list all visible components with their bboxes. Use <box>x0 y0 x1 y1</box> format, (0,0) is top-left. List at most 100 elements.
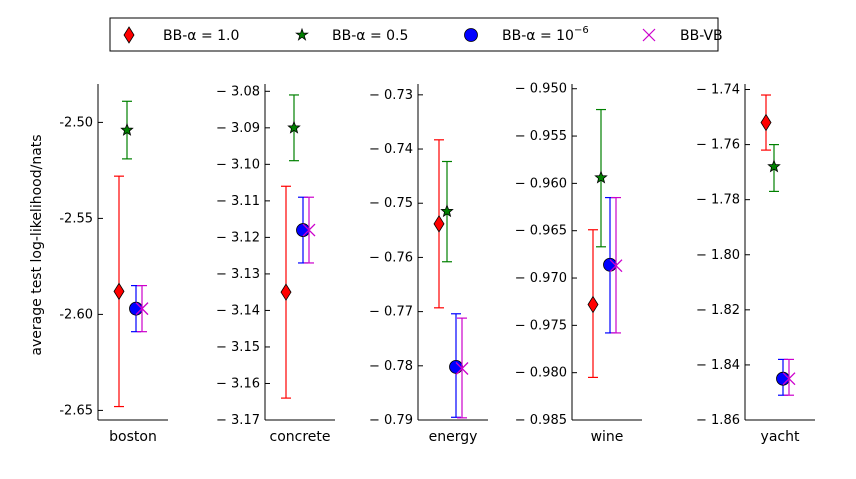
legend-entry-bb-alpha-1: BB-α = 1.0 <box>123 26 239 44</box>
x-stroke <box>302 223 316 237</box>
legend-label: BB-α = 1.0 <box>163 28 239 44</box>
panel-concrete: − 3.08 − 3.09 − 3.10 − 3.11 − 3.12 − 3.13 − 3.… <box>216 84 335 445</box>
y-tick-label: − 0.975 <box>515 318 567 333</box>
x-stroke <box>609 259 623 273</box>
panel-energy: − 0.73 − 0.74 − 0.75 − 0.76 − 0.77 − 0.78 − 0.… <box>369 84 488 445</box>
y-tick-label: -2.65 <box>59 403 93 418</box>
legend-label: BB-α = 10−6 <box>502 25 589 44</box>
x-axis-label: boston <box>109 429 157 445</box>
y-tick-label: -2.50 <box>59 115 93 130</box>
y-tick-label: -2.55 <box>59 211 93 226</box>
y-tick-label: − 0.75 <box>369 196 413 211</box>
x-axis-label: energy <box>429 429 478 445</box>
y-tick-label: − 1.78 <box>696 193 740 208</box>
y-tick-label: − 0.950 <box>515 82 567 97</box>
series-diamond <box>760 94 772 151</box>
legend-entry-bb-alpha-1e-6: BB-α = 10−6 <box>464 25 589 44</box>
y-tick-label: − 0.965 <box>515 224 567 239</box>
data-point-star <box>440 204 454 218</box>
series-x <box>455 317 469 419</box>
y-tick-label: − 0.76 <box>369 250 413 265</box>
x-stroke <box>135 302 149 316</box>
series-star <box>440 160 454 263</box>
series-star <box>287 94 301 162</box>
y-tick-label: − 3.08 <box>216 84 260 99</box>
legend-label: BB-α = 0.5 <box>332 28 408 44</box>
data-point-x <box>302 223 316 237</box>
y-tick-label: − 0.960 <box>515 176 567 191</box>
x-axis-label: wine <box>591 429 624 445</box>
series-star <box>594 108 608 248</box>
data-point-diamond <box>433 215 445 233</box>
x-axis-label: concrete <box>270 429 331 445</box>
y-tick-label: − 1.76 <box>696 138 740 153</box>
y-tick-label: − 1.80 <box>696 248 740 263</box>
y-tick-label: − 3.12 <box>216 230 260 245</box>
y-tick-label: − 1.82 <box>696 303 740 318</box>
legend-label: BB-VB <box>680 28 723 44</box>
y-tick-label: − 0.78 <box>369 359 413 374</box>
x-stroke <box>782 372 796 386</box>
data-point-diamond <box>760 113 772 132</box>
y-tick-label: − 0.955 <box>515 129 567 144</box>
data-point-diamond <box>587 295 599 314</box>
data-point-star <box>594 170 608 184</box>
legend-entry-bb-vb: BB-VB <box>642 28 723 44</box>
series-circle <box>296 196 310 264</box>
y-tick-label: − 3.09 <box>216 121 260 136</box>
series-circle <box>449 313 463 418</box>
series-diamond <box>433 139 445 309</box>
panel-yacht: − 1.74 − 1.76 − 1.78 − 1.80 − 1.82 − 1.84 − 1.… <box>696 83 815 445</box>
y-tick-label: − 3.14 <box>216 303 260 318</box>
series-diamond <box>113 175 125 408</box>
y-tick-label: − 1.74 <box>696 83 740 98</box>
series-diamond <box>587 229 599 379</box>
y-tick-label: − 0.74 <box>369 142 413 157</box>
series-x <box>302 196 316 264</box>
y-tick-label: − 0.79 <box>369 413 413 428</box>
panels: -2.50 -2.55 -2.60 -2.65 boston − 3.08 − 3.09 − … <box>59 82 815 445</box>
data-point-star <box>767 159 781 173</box>
y-tick-label: − 1.86 <box>696 413 740 428</box>
data-point-star <box>120 122 134 136</box>
y-tick-label: − 0.970 <box>515 271 567 286</box>
series-star <box>120 100 134 160</box>
legend-circle-icon <box>464 28 478 42</box>
x-stroke <box>455 362 469 375</box>
legend-x-icon <box>642 28 656 42</box>
series-diamond <box>280 185 292 399</box>
y-tick-label: − 3.11 <box>216 194 260 209</box>
data-point-x <box>782 372 796 386</box>
data-point-circle <box>129 301 143 316</box>
x-axis-label: yacht <box>761 429 800 445</box>
series-circle <box>603 196 617 334</box>
y-tick-label: -2.60 <box>59 307 93 322</box>
data-point-diamond <box>280 283 292 301</box>
data-point-diamond <box>113 282 125 301</box>
data-point-x <box>135 302 149 316</box>
data-point-star <box>287 120 301 134</box>
data-point-circle <box>776 371 790 386</box>
y-tick-label: − 3.15 <box>216 340 260 355</box>
series-x <box>782 358 796 396</box>
y-tick-label: − 3.16 <box>216 376 260 391</box>
y-tick-label: − 0.985 <box>515 413 567 428</box>
panel-boston: -2.50 -2.55 -2.60 -2.65 boston <box>59 84 168 445</box>
legend: BB-α = 1.0 BB-α = 0.5 BB-α = 10−6 BB-VB <box>109 17 723 52</box>
y-axis-label: average test log-likelihood/nats <box>29 134 45 355</box>
y-tick-label: − 3.13 <box>216 267 260 282</box>
series-circle <box>129 285 143 333</box>
y-tick-label: − 3.17 <box>216 413 260 428</box>
series-x <box>135 285 149 333</box>
y-tick-label: − 1.84 <box>696 358 740 373</box>
data-point-x <box>455 362 469 375</box>
panel-wine: − 0.950 − 0.955 − 0.960 − 0.965 − 0.970 − 0.9… <box>515 82 642 445</box>
legend-diamond-icon <box>123 26 135 44</box>
legend-frame <box>109 17 719 52</box>
y-tick-label: − 0.77 <box>369 305 413 320</box>
data-point-x <box>609 259 623 273</box>
legend-star-icon <box>295 27 309 41</box>
legend-label-superscript: −6 <box>574 25 589 36</box>
series-star <box>767 143 781 193</box>
